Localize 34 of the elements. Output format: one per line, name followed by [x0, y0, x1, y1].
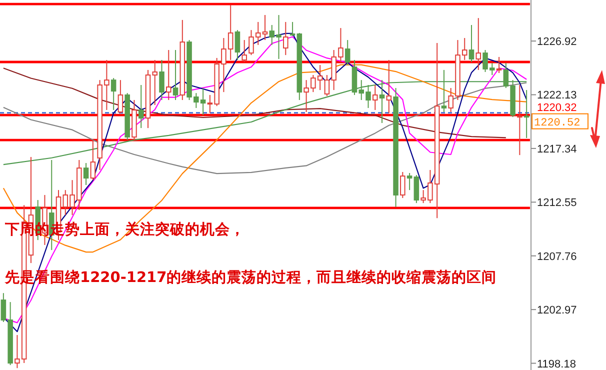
ref-line-label: 1220.52 [534, 117, 580, 130]
candlestick [344, 40, 350, 66]
candlestick [159, 59, 164, 101]
y-tick-label: 1222.13 [537, 90, 577, 102]
candlestick [90, 140, 96, 181]
ref-line-label: 1220.32 [537, 102, 577, 114]
y-tick-label: 1217.34 [537, 143, 577, 156]
candlestick [110, 78, 116, 110]
candlestick [414, 174, 420, 204]
y-tick-label: 1202.97 [537, 304, 577, 317]
candlestick [496, 56, 502, 74]
candlestick [468, 24, 474, 63]
candlestick [476, 18, 482, 70]
candlestick [166, 50, 172, 101]
candlestick [234, 30, 240, 60]
candlestick [517, 84, 522, 156]
line-series [2, 68, 506, 138]
candlestick [524, 90, 530, 139]
y-tick-label: 1212.55 [537, 197, 577, 210]
candlestick [118, 80, 124, 114]
y-tick-label: 1226.92 [537, 36, 577, 48]
candlestick [400, 171, 406, 199]
y-tick-label: 1207.76 [537, 250, 577, 263]
candlestick [138, 84, 144, 129]
candlestick [372, 84, 378, 110]
candlestick [83, 162, 89, 186]
candlestick [290, 21, 296, 36]
candlestick [242, 40, 247, 63]
candlestick [172, 50, 178, 101]
candlestick [406, 172, 412, 191]
candlestick [283, 21, 288, 56]
line-series [2, 64, 528, 253]
candlestick [386, 59, 392, 114]
y-tick-label: 1198.18 [537, 358, 576, 370]
